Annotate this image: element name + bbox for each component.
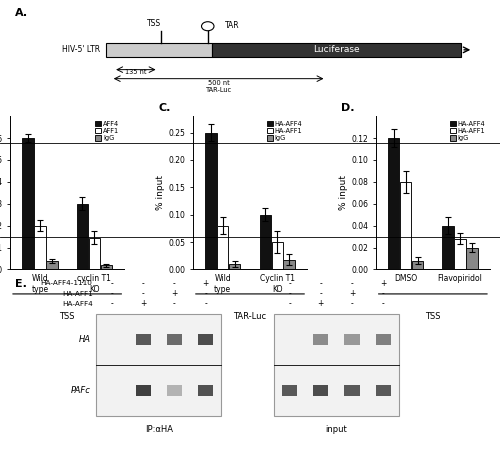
- Bar: [106, 43, 212, 57]
- Bar: [229, 264, 240, 269]
- Text: -: -: [204, 289, 207, 298]
- Bar: [96, 313, 221, 416]
- Y-axis label: % input: % input: [156, 175, 166, 210]
- Bar: [454, 239, 466, 269]
- Bar: [344, 334, 360, 345]
- Bar: [22, 138, 34, 269]
- Bar: [136, 385, 151, 396]
- Text: +: +: [318, 299, 324, 308]
- Bar: [88, 238, 100, 269]
- Bar: [166, 334, 182, 345]
- Text: HA-AFF1: HA-AFF1: [62, 290, 92, 297]
- Bar: [217, 226, 228, 269]
- Text: HA: HA: [78, 335, 90, 344]
- Text: -: -: [382, 289, 384, 298]
- Circle shape: [202, 22, 214, 31]
- Bar: [34, 226, 46, 269]
- Bar: [198, 385, 214, 396]
- Legend: HA-AFF4, HA-AFF1, IgG: HA-AFF4, HA-AFF1, IgG: [266, 119, 304, 142]
- Bar: [412, 261, 424, 269]
- Text: -: -: [173, 299, 176, 308]
- Text: -: -: [142, 279, 144, 288]
- Bar: [205, 133, 216, 269]
- Text: +: +: [171, 289, 177, 298]
- Text: 135 nt: 135 nt: [125, 70, 146, 76]
- Text: Luciferase: Luciferase: [313, 45, 360, 55]
- Bar: [212, 43, 461, 57]
- Text: TSS: TSS: [146, 19, 161, 28]
- Text: E.: E.: [15, 279, 26, 289]
- Bar: [313, 334, 328, 345]
- Legend: HA-AFF4, HA-AFF1, IgG: HA-AFF4, HA-AFF1, IgG: [448, 119, 486, 142]
- Text: +: +: [202, 279, 209, 288]
- Text: -: -: [110, 299, 114, 308]
- Text: HA-AFF4: HA-AFF4: [62, 301, 92, 307]
- Text: TAR: TAR: [224, 21, 239, 30]
- Bar: [313, 385, 328, 396]
- Bar: [100, 266, 112, 269]
- Legend: AFF4, AFF1, IgG: AFF4, AFF1, IgG: [94, 119, 121, 142]
- Text: -: -: [110, 289, 114, 298]
- Text: -: -: [382, 299, 384, 308]
- Text: C.: C.: [158, 103, 171, 113]
- Text: +: +: [140, 299, 146, 308]
- Text: -: -: [288, 299, 291, 308]
- Bar: [198, 334, 214, 345]
- Bar: [466, 248, 477, 269]
- Text: TAR-Luc: TAR-Luc: [206, 87, 232, 93]
- Text: input: input: [326, 424, 347, 433]
- Bar: [260, 215, 271, 269]
- Bar: [76, 204, 88, 269]
- Text: -: -: [288, 279, 291, 288]
- Bar: [400, 182, 411, 269]
- Bar: [136, 334, 151, 345]
- Text: -: -: [350, 279, 354, 288]
- Text: -: -: [350, 299, 354, 308]
- Text: -: -: [110, 279, 114, 288]
- Text: -: -: [288, 289, 291, 298]
- Bar: [344, 385, 360, 396]
- Text: HIV-5' LTR: HIV-5' LTR: [62, 45, 100, 55]
- Bar: [274, 313, 399, 416]
- Bar: [376, 385, 391, 396]
- Bar: [166, 385, 182, 396]
- Text: +: +: [380, 279, 386, 288]
- Bar: [272, 242, 283, 269]
- Bar: [284, 259, 295, 269]
- Bar: [282, 385, 298, 396]
- Text: 500 nt: 500 nt: [208, 80, 230, 86]
- Text: -: -: [142, 289, 144, 298]
- Text: TSS: TSS: [425, 312, 440, 321]
- Text: A.: A.: [15, 8, 28, 18]
- Bar: [376, 334, 391, 345]
- Text: -: -: [320, 289, 322, 298]
- Text: IP:αHA: IP:αHA: [145, 424, 173, 433]
- Text: HA-AFF4-1110: HA-AFF4-1110: [40, 281, 92, 286]
- Bar: [442, 226, 454, 269]
- Text: +: +: [349, 289, 355, 298]
- Text: -: -: [320, 279, 322, 288]
- Text: -: -: [173, 279, 176, 288]
- Text: TAR-Luc: TAR-Luc: [234, 312, 266, 321]
- Y-axis label: % input: % input: [340, 175, 348, 210]
- Text: -: -: [204, 299, 207, 308]
- Text: PAFc: PAFc: [71, 386, 90, 395]
- Bar: [388, 138, 400, 269]
- Text: TSS: TSS: [60, 312, 75, 321]
- Text: D.: D.: [342, 103, 355, 113]
- Bar: [46, 261, 58, 269]
